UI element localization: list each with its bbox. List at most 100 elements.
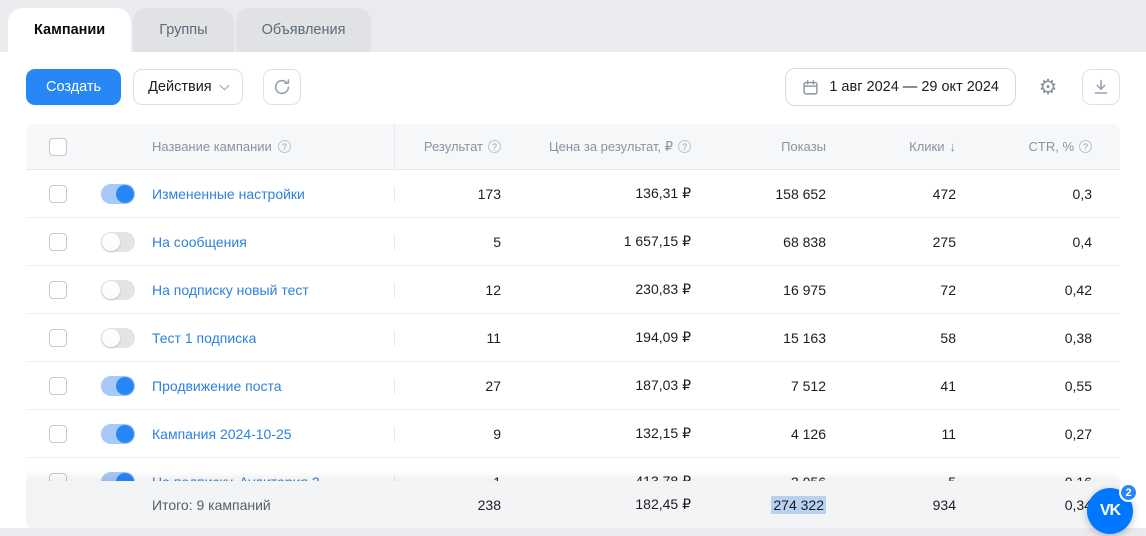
col-header-ctr[interactable]: CTR, %: [1028, 139, 1075, 154]
create-button[interactable]: Создать: [26, 69, 122, 105]
totals-ctr: 0,34: [1064, 496, 1092, 513]
tab-groups[interactable]: Группы: [133, 8, 234, 52]
info-icon[interactable]: ?: [488, 140, 501, 153]
cell-clicks: 72: [940, 281, 956, 298]
info-icon[interactable]: ?: [678, 140, 691, 153]
tab-campaigns[interactable]: Кампании: [8, 8, 132, 52]
table-row: Продвижение поста 27 187,03 ₽ 7 512 41 0…: [26, 362, 1120, 410]
campaign-toggle[interactable]: [101, 375, 135, 396]
sort-desc-icon[interactable]: ↓: [949, 139, 957, 154]
refresh-icon: [274, 79, 289, 95]
row-checkbox[interactable]: [49, 376, 67, 395]
cell-ctr: 0,3: [1072, 185, 1092, 202]
toolbar: Создать Действия 1 авг 2024 — 29 ок: [26, 68, 1120, 106]
cell-ctr: 0,4: [1072, 233, 1092, 250]
settings-button[interactable]: ⚙: [1028, 69, 1068, 105]
col-header-result[interactable]: Результат: [423, 139, 483, 154]
campaign-name-link[interactable]: Тест 1 подписка: [152, 329, 257, 346]
table-body: Измененные настройки 173 136,31 ₽ 158 65…: [26, 170, 1120, 506]
chevron-down-icon: [219, 80, 230, 90]
vk-support-widget[interactable]: VK 2: [1087, 483, 1138, 534]
notification-badge: 2: [1119, 483, 1138, 502]
campaign-name-link[interactable]: На подписку новый тест: [152, 281, 309, 298]
tab-ads[interactable]: Объявления: [235, 8, 372, 52]
cell-impressions: 16 975: [783, 281, 826, 298]
cell-ctr: 0,27: [1064, 425, 1092, 442]
cell-impressions: 7 512: [790, 377, 826, 394]
vk-logo-icon: VK: [1099, 502, 1121, 519]
info-icon[interactable]: ?: [277, 140, 291, 153]
download-button[interactable]: [1082, 69, 1120, 105]
totals-impressions-selected: 274 322: [771, 495, 826, 514]
cell-clicks: 472: [932, 185, 956, 202]
cell-clicks: 41: [940, 377, 956, 394]
col-header-cost[interactable]: Цена за результат, ₽: [549, 138, 673, 154]
cell-clicks: 58: [940, 329, 956, 346]
cell-cost: 1 657,15 ₽: [623, 233, 691, 249]
row-checkbox[interactable]: [49, 184, 67, 203]
campaign-name-link[interactable]: Измененные настройки: [152, 185, 305, 202]
campaign-toggle[interactable]: [101, 231, 135, 252]
toggle-knob: [102, 280, 120, 299]
row-checkbox[interactable]: [49, 232, 67, 251]
campaign-toggle[interactable]: [101, 327, 135, 348]
toggle-knob: [116, 184, 134, 203]
totals-label: Итого: 9 кампаний: [152, 496, 271, 513]
campaign-name-link[interactable]: Кампания 2024-10-25: [152, 425, 292, 442]
info-icon[interactable]: ?: [1079, 140, 1092, 153]
table-row: Тест 1 подписка 11 194,09 ₽ 15 163 58 0,…: [26, 314, 1120, 362]
campaign-name-link[interactable]: Продвижение поста: [152, 377, 282, 394]
calendar-icon: [803, 79, 818, 95]
col-header-campaign-name[interactable]: Название кампании: [152, 139, 272, 154]
row-checkbox[interactable]: [49, 280, 67, 299]
totals-cost: 182,45 ₽: [635, 496, 691, 512]
cell-result: 12: [394, 281, 509, 298]
gear-icon: ⚙: [1038, 75, 1058, 99]
table-header: Название кампании ? Результат ? Цена за …: [26, 124, 1120, 170]
toggle-knob: [116, 424, 134, 443]
campaign-toggle[interactable]: [101, 183, 135, 204]
cell-ctr: 0,55: [1064, 377, 1092, 394]
col-header-clicks[interactable]: Клики: [909, 139, 945, 154]
cell-clicks: 275: [932, 233, 956, 250]
table-row: На сообщения 5 1 657,15 ₽ 68 838 275 0,4: [26, 218, 1120, 266]
cell-impressions: 158 652: [775, 185, 826, 202]
refresh-button[interactable]: [262, 69, 301, 105]
cell-impressions: 15 163: [783, 329, 826, 346]
campaigns-table: Название кампании ? Результат ? Цена за …: [26, 124, 1120, 528]
table-row: Измененные настройки 173 136,31 ₽ 158 65…: [26, 170, 1120, 218]
select-all-checkbox[interactable]: [49, 137, 67, 156]
toggle-knob: [102, 232, 120, 251]
cell-result: 173: [394, 185, 509, 202]
actions-button[interactable]: Действия: [133, 69, 243, 105]
cell-impressions: 4 126: [790, 425, 826, 442]
date-range-picker[interactable]: 1 авг 2024 — 29 окт 2024: [785, 68, 1016, 106]
cell-cost: 230,83 ₽: [635, 281, 691, 297]
actions-button-label: Действия: [148, 79, 212, 95]
content-card: Создать Действия 1 авг 2024 — 29 ок: [0, 52, 1146, 528]
cell-cost: 136,31 ₽: [635, 185, 691, 201]
cell-result: 11: [394, 329, 509, 346]
totals-result: 238: [477, 496, 501, 513]
cell-cost: 194,09 ₽: [635, 329, 691, 345]
totals-clicks: 934: [932, 496, 956, 513]
cell-result: 27: [394, 377, 509, 394]
cell-clicks: 11: [941, 425, 956, 442]
totals-row: Итого: 9 кампаний 238 182,45 ₽ 274 322 9…: [26, 481, 1120, 528]
toggle-knob: [116, 376, 134, 395]
table-row: Кампания 2024-10-25 9 132,15 ₽ 4 126 11 …: [26, 410, 1120, 458]
download-icon: [1094, 79, 1108, 94]
cell-ctr: 0,42: [1064, 281, 1092, 298]
col-header-impressions[interactable]: Показы: [781, 139, 826, 154]
row-checkbox[interactable]: [49, 424, 67, 443]
cell-cost: 132,15 ₽: [635, 425, 691, 441]
cell-impressions: 68 838: [783, 233, 826, 250]
campaign-toggle[interactable]: [101, 279, 135, 300]
table-row: На подписку новый тест 12 230,83 ₽ 16 97…: [26, 266, 1120, 314]
row-checkbox[interactable]: [49, 328, 67, 347]
campaign-name-link[interactable]: На сообщения: [152, 233, 247, 250]
campaign-toggle[interactable]: [101, 423, 135, 444]
cell-cost: 187,03 ₽: [635, 377, 691, 393]
cell-result: 5: [394, 233, 509, 250]
